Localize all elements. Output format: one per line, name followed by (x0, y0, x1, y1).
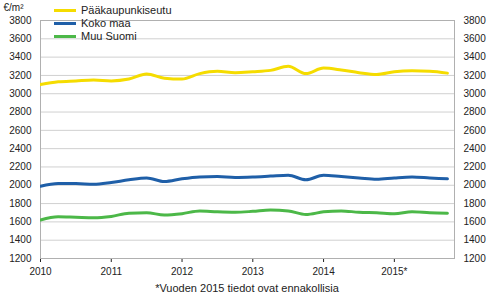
svg-text:2400: 2400 (464, 143, 487, 154)
svg-text:2011: 2011 (101, 266, 123, 277)
svg-text:€/m²: €/m² (4, 2, 25, 13)
svg-text:1800: 1800 (9, 198, 32, 209)
html-text:*Vuoden 2015 tiedot ovat ennak: *Vuoden 2015 tiedot ovat ennakollisia (155, 282, 339, 294)
svg-text:1600: 1600 (464, 216, 487, 227)
svg-text:2014: 2014 (312, 266, 335, 277)
svg-text:3200: 3200 (9, 70, 32, 81)
svg-text:2600: 2600 (9, 125, 32, 136)
html-text:Muu Suomi: Muu Suomi (81, 30, 137, 42)
svg-text:3000: 3000 (464, 88, 487, 99)
svg-text:2800: 2800 (9, 106, 32, 117)
svg-text:3400: 3400 (464, 51, 487, 62)
svg-text:2000: 2000 (9, 179, 32, 190)
svg-text:3400: 3400 (9, 51, 32, 62)
html-text:Pääkaupunkiseutu: Pääkaupunkiseutu (81, 4, 172, 16)
svg-text:2013: 2013 (242, 266, 265, 277)
svg-text:3000: 3000 (9, 88, 32, 99)
svg-text:2800: 2800 (464, 106, 487, 117)
html-text:Koko maa: Koko maa (81, 17, 131, 29)
svg-text:1400: 1400 (464, 234, 487, 245)
svg-text:2400: 2400 (9, 143, 32, 154)
svg-text:2000: 2000 (464, 179, 487, 190)
svg-text:1200: 1200 (464, 253, 487, 264)
svg-text:2012: 2012 (171, 266, 194, 277)
svg-text:3800: 3800 (464, 15, 487, 26)
svg-text:2015*: 2015* (381, 266, 407, 277)
svg-text:1600: 1600 (9, 216, 32, 227)
svg-text:2200: 2200 (9, 161, 32, 172)
svg-text:3600: 3600 (9, 33, 32, 44)
svg-text:1200: 1200 (9, 253, 32, 264)
svg-text:2200: 2200 (464, 161, 487, 172)
svg-text:3200: 3200 (464, 70, 487, 81)
svg-text:3800: 3800 (9, 15, 32, 26)
svg-text:2600: 2600 (464, 125, 487, 136)
svg-text:3600: 3600 (464, 33, 487, 44)
svg-text:2010: 2010 (29, 266, 52, 277)
svg-text:1400: 1400 (9, 234, 32, 245)
svg-text:1800: 1800 (464, 198, 487, 209)
